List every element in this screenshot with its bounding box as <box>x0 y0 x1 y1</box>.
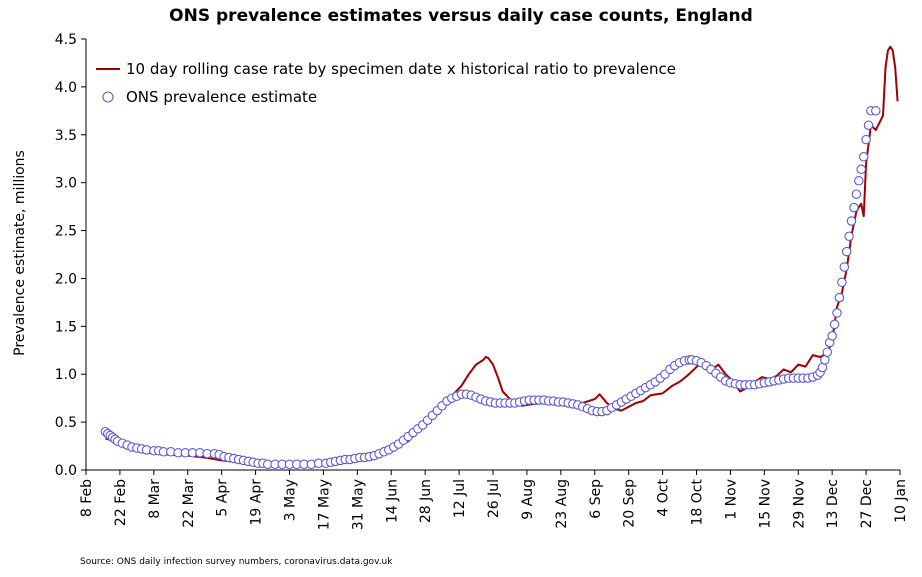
x-axis-ticks: 8 Feb 22 Feb 8 Mar 22 Mar 5 Apr 19 Apr 3 May 17… <box>79 470 909 530</box>
y-tick-label: 4.0 <box>55 80 77 96</box>
ons-data-point <box>851 189 862 199</box>
series-layer <box>100 45 899 470</box>
x-tick-label: 20 Sep <box>622 479 638 528</box>
ons-data-point <box>844 231 854 242</box>
chart-title: ONS prevalence estimates versus daily ca… <box>169 6 753 26</box>
ons-data-point <box>841 246 852 257</box>
x-tick-label: 22 Mar <box>181 479 197 528</box>
ons-data-point <box>822 347 833 357</box>
y-tick-label: 3.5 <box>55 128 77 144</box>
x-tick-label: 18 Oct <box>690 479 706 526</box>
ons-data-point <box>846 216 857 226</box>
ons-data-point <box>820 355 830 365</box>
ons-data-point <box>832 308 842 318</box>
y-tick-label: 1.0 <box>55 367 77 383</box>
x-tick-label: 17 May <box>316 479 332 530</box>
ons-data-point <box>834 292 845 303</box>
x-tick-label: 1 Nov <box>723 479 739 520</box>
y-tick-label: 2.0 <box>55 271 77 287</box>
x-tick-label: 29 Nov <box>791 479 807 529</box>
x-tick-label: 5 Apr <box>215 479 231 517</box>
x-tick-label: 8 Mar <box>147 479 163 519</box>
y-tick-label: 0.0 <box>55 463 77 479</box>
x-tick-label: 12 Jul <box>452 479 468 518</box>
source-note: Source: ONS daily infection survey numbe… <box>80 557 393 567</box>
legend: 10 day rolling case rate by specimen dat… <box>96 60 676 106</box>
ons-data-point <box>837 277 847 288</box>
x-tick-label: 22 Feb <box>113 479 129 526</box>
ons-data-point <box>871 106 881 116</box>
x-tick-label: 14 Jun <box>384 479 400 523</box>
ons-data-point <box>829 319 840 330</box>
x-tick-label: 26 Jul <box>486 479 502 518</box>
ons-data-point <box>856 164 866 175</box>
legend-label-ons: ONS prevalence estimate <box>126 88 317 106</box>
y-tick-label: 1.5 <box>55 319 77 335</box>
ons-data-point <box>861 134 871 145</box>
ons-data-point <box>854 176 864 186</box>
ons-data-point <box>863 120 874 130</box>
y-axis-ticks: 0.0 0.5 1.0 1.5 2.0 2.5 3.0 3.5 4.0 4.5 <box>55 32 86 479</box>
x-tick-label: 8 Feb <box>79 479 95 517</box>
ons-data-point <box>858 152 869 162</box>
y-tick-label: 3.0 <box>55 176 77 192</box>
series-ons-prevalence <box>100 106 881 470</box>
y-tick-label: 0.5 <box>55 415 77 431</box>
y-axis-label: Prevalence estimate, millions <box>12 150 28 356</box>
ons-data-point <box>849 202 859 213</box>
x-tick-label: 6 Sep <box>588 479 604 519</box>
legend-circle-swatch <box>102 91 114 103</box>
x-tick-label: 19 Apr <box>249 479 265 526</box>
x-tick-label: 23 Aug <box>554 479 570 529</box>
x-tick-label: 13 Dec <box>825 479 841 528</box>
x-tick-label: 10 Jan <box>893 479 909 523</box>
legend-label-case-rate: 10 day rolling case rate by specimen dat… <box>126 60 676 78</box>
x-tick-label: 27 Dec <box>859 479 875 528</box>
ons-data-point <box>827 331 837 341</box>
y-tick-label: 2.5 <box>55 224 77 240</box>
x-tick-label: 4 Oct <box>656 479 672 517</box>
x-tick-label: 9 Aug <box>520 479 536 520</box>
ons-data-point <box>839 262 850 272</box>
x-tick-label: 31 May <box>350 479 366 530</box>
y-tick-label: 4.5 <box>55 32 77 48</box>
x-tick-label: 15 Nov <box>757 479 773 529</box>
x-tick-label: 28 Jun <box>418 479 434 523</box>
x-tick-label: 3 May <box>283 479 299 521</box>
